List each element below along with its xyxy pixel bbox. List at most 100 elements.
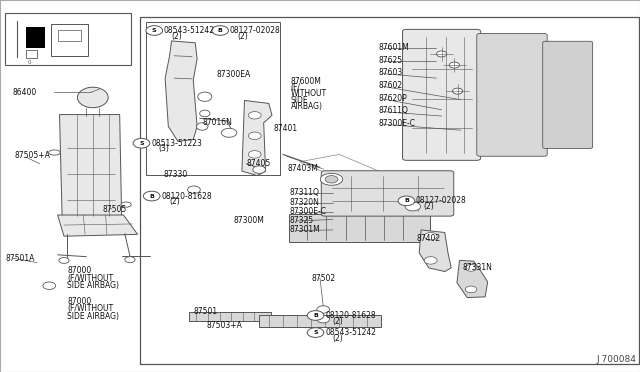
Circle shape [146, 26, 163, 35]
Text: 87602: 87602 [378, 81, 403, 90]
Circle shape [465, 264, 477, 271]
Bar [140, 17, 639, 364]
Polygon shape [457, 260, 488, 298]
Circle shape [143, 191, 160, 201]
Ellipse shape [321, 173, 343, 185]
Circle shape [449, 62, 460, 68]
Text: 87311Q: 87311Q [289, 188, 319, 197]
Text: (2): (2) [172, 32, 182, 41]
Text: 87601M: 87601M [378, 43, 409, 52]
Circle shape [221, 128, 237, 137]
Text: 87505+A: 87505+A [14, 151, 50, 160]
Text: (2): (2) [237, 32, 248, 41]
Text: 08543-51242: 08543-51242 [164, 26, 215, 35]
Bar [259, 315, 381, 327]
Text: (2): (2) [424, 202, 435, 211]
Text: 08543-51242: 08543-51242 [325, 328, 376, 337]
Text: 87503+A: 87503+A [206, 321, 242, 330]
Bar [5, 13, 131, 65]
Circle shape [188, 186, 200, 193]
Text: AIRBAG): AIRBAG) [291, 102, 323, 111]
Text: S: S [313, 330, 318, 335]
Text: 87300EA: 87300EA [216, 70, 251, 79]
Text: 87301M: 87301M [289, 225, 320, 234]
Bar [146, 22, 280, 175]
Text: 87300E-C: 87300E-C [289, 207, 326, 216]
Text: B: B [404, 198, 409, 203]
Text: (2): (2) [169, 197, 180, 206]
Polygon shape [58, 215, 138, 236]
Text: 08513-51223: 08513-51223 [151, 139, 202, 148]
Polygon shape [165, 41, 197, 141]
Text: SIDE AIRBAG): SIDE AIRBAG) [67, 312, 119, 321]
Bar [26, 50, 37, 58]
Bar [26, 27, 45, 48]
Circle shape [307, 311, 324, 320]
FancyBboxPatch shape [477, 33, 547, 156]
Text: (3): (3) [159, 144, 170, 153]
Text: 87625: 87625 [378, 56, 403, 65]
Ellipse shape [49, 150, 60, 155]
Text: (F/: (F/ [291, 83, 301, 92]
Text: SIDE: SIDE [291, 96, 308, 105]
Text: S: S [152, 28, 157, 33]
Circle shape [307, 328, 324, 337]
Text: 87501A: 87501A [5, 254, 35, 263]
Polygon shape [242, 100, 272, 176]
Text: 87405: 87405 [246, 159, 271, 168]
FancyBboxPatch shape [543, 41, 593, 148]
Circle shape [212, 26, 228, 35]
Text: 87331N: 87331N [463, 263, 493, 272]
Text: B: B [313, 313, 318, 318]
Polygon shape [300, 154, 410, 192]
Text: 08127-02028: 08127-02028 [230, 26, 280, 35]
Text: B: B [218, 28, 223, 33]
Text: 87402: 87402 [417, 234, 441, 243]
Circle shape [59, 257, 69, 263]
Text: 0: 0 [28, 60, 31, 64]
Text: 87330: 87330 [163, 170, 188, 179]
Text: 87502: 87502 [312, 274, 336, 283]
Text: 87000: 87000 [67, 297, 92, 306]
Text: 87320N: 87320N [289, 198, 319, 207]
Circle shape [253, 166, 266, 173]
Text: WITHOUT: WITHOUT [291, 89, 326, 98]
Text: 87300E-C: 87300E-C [378, 119, 415, 128]
Text: 08120-81628: 08120-81628 [325, 311, 376, 320]
Circle shape [317, 315, 330, 323]
Text: S: S [139, 141, 144, 146]
Text: (2): (2) [333, 317, 344, 326]
Circle shape [325, 176, 338, 183]
Circle shape [436, 51, 447, 57]
Circle shape [452, 88, 463, 94]
Circle shape [405, 202, 420, 211]
Bar [289, 214, 430, 242]
Text: 87000: 87000 [67, 266, 92, 275]
Circle shape [424, 257, 437, 264]
Ellipse shape [77, 87, 108, 108]
Text: 87600M: 87600M [291, 77, 321, 86]
Text: 08120-81628: 08120-81628 [161, 192, 212, 201]
Ellipse shape [196, 123, 208, 130]
Text: 87325: 87325 [289, 216, 314, 225]
Text: 86400: 86400 [13, 88, 37, 97]
Text: 87401: 87401 [273, 124, 298, 133]
Circle shape [133, 138, 150, 148]
Text: 87603: 87603 [378, 68, 403, 77]
Circle shape [424, 232, 437, 240]
Text: (F/WITHOUT: (F/WITHOUT [67, 274, 113, 283]
Text: (2): (2) [333, 334, 344, 343]
Text: (F/WITHOUT: (F/WITHOUT [67, 304, 113, 313]
Circle shape [43, 282, 56, 289]
Text: 87300M: 87300M [234, 216, 264, 225]
Text: 87505: 87505 [102, 205, 127, 214]
Circle shape [248, 151, 261, 158]
Text: SIDE AIRBAG): SIDE AIRBAG) [67, 281, 119, 290]
FancyBboxPatch shape [403, 29, 481, 160]
Circle shape [465, 286, 477, 293]
Circle shape [248, 112, 261, 119]
FancyBboxPatch shape [321, 171, 454, 216]
Bar [51, 24, 88, 56]
Circle shape [398, 196, 415, 206]
Text: 87611Q: 87611Q [378, 106, 408, 115]
